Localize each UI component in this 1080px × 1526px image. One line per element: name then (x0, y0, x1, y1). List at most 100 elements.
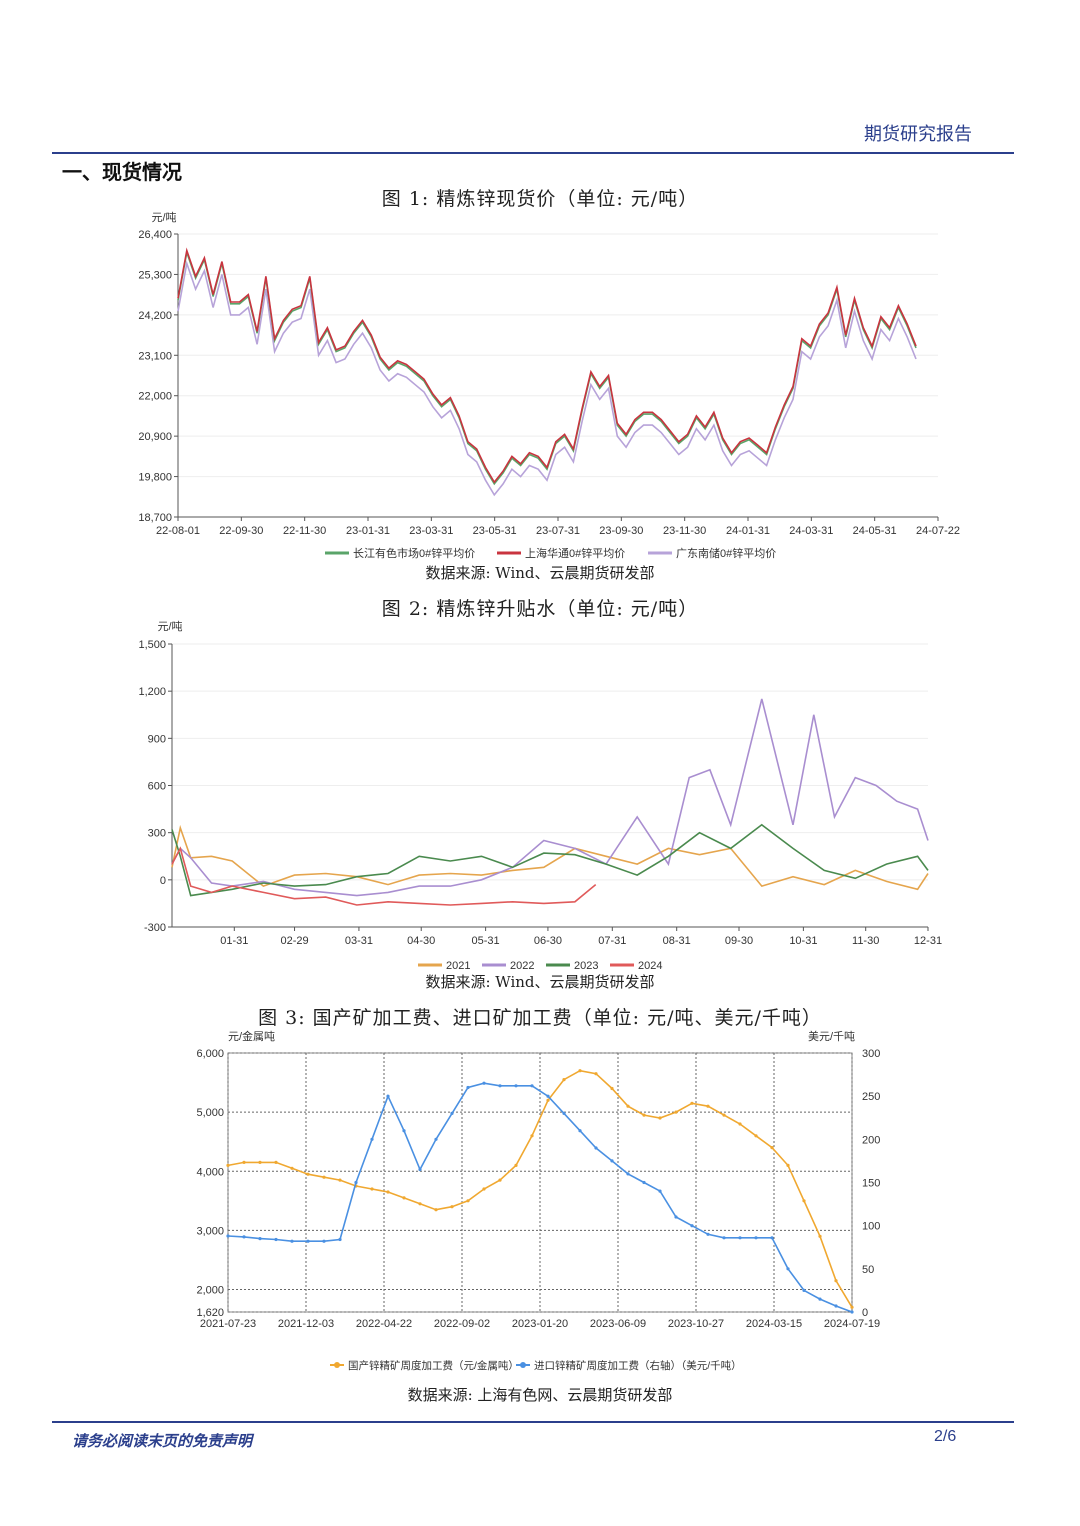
series-point (578, 1129, 582, 1133)
series-point (546, 1098, 550, 1102)
y-tick-label: 18,700 (138, 512, 172, 524)
series-point (402, 1196, 406, 1200)
section-title: 一、现货情况 (62, 160, 182, 184)
x-tick-label: 24-03-31 (789, 525, 833, 537)
series-point (642, 1180, 646, 1185)
series-point (322, 1175, 326, 1179)
series-point (530, 1134, 534, 1138)
y-axis-unit: 元/吨 (157, 620, 182, 633)
x-tick-label: 22-09-30 (219, 525, 263, 537)
figure-1-caption: 图 1: 精炼锌现货价（单位: 元/吨） (381, 188, 699, 210)
series-point (594, 1072, 598, 1076)
series-point (818, 1234, 822, 1238)
x-tick-label: 23-01-31 (346, 525, 390, 537)
x-tick-label: 24-05-31 (853, 525, 897, 537)
x-tick-label: 02-29 (280, 935, 308, 947)
legend-label: 国产锌精矿周度加工费（元/金属吨） (348, 1359, 519, 1372)
y-tick-label: 25,300 (138, 269, 172, 281)
y-tick-label: 600 (148, 781, 166, 793)
y-right-tick-label: 150 (862, 1178, 880, 1190)
series-point (466, 1085, 470, 1090)
x-tick-label: 2023-01-20 (512, 1318, 568, 1330)
series-point (242, 1235, 246, 1239)
series-point (434, 1208, 438, 1212)
y-right-tick-label: 200 (862, 1134, 880, 1146)
legend-label: 长江有色市场0#锌平均价 (353, 546, 475, 560)
series-point (370, 1137, 374, 1141)
series-point (450, 1111, 454, 1115)
series-point (258, 1160, 262, 1164)
legend-label: 上海华通0#锌平均价 (525, 546, 625, 560)
series-point (786, 1163, 790, 1167)
series-point (482, 1081, 486, 1085)
series-point (274, 1237, 278, 1242)
series-point (594, 1146, 598, 1150)
y-right-tick-label: 250 (862, 1091, 880, 1103)
y-tick-label: 24,200 (138, 310, 172, 322)
y-left-unit: 元/金属吨 (228, 1029, 275, 1043)
series-point (306, 1172, 310, 1176)
y-left-tick-label: 2,000 (196, 1285, 224, 1297)
legend-label: 广东南储0#锌平均价 (676, 546, 776, 560)
series-point (674, 1110, 678, 1114)
series-point (226, 1234, 230, 1238)
series-line-2024 (171, 846, 597, 906)
legend-marker (334, 1362, 340, 1368)
x-tick-label: 04-30 (407, 935, 435, 947)
series-point (370, 1187, 374, 1191)
y-right-tick-label: 100 (862, 1221, 880, 1233)
legend-label: 2023 (574, 960, 598, 971)
y-tick-label: 0 (160, 875, 166, 887)
x-tick-label: 23-11-30 (663, 525, 706, 537)
x-tick-label: 23-09-30 (599, 525, 643, 537)
series-point (290, 1166, 294, 1170)
x-tick-label: 22-11-30 (283, 525, 326, 537)
y-left-tick-label: 5,000 (196, 1107, 224, 1119)
x-tick-label: 2021-07-23 (200, 1318, 256, 1330)
series-point (546, 1094, 550, 1098)
y-left-tick-label: 6,000 (196, 1048, 224, 1060)
series-point (338, 1178, 342, 1182)
series-point (642, 1113, 646, 1117)
series-point (418, 1167, 422, 1172)
series-line-2022 (171, 698, 929, 897)
chart-premium-discount: 元/吨 -300 0 300 600 900 1,200 1,500 01-31 02-29 03-… (138, 620, 942, 971)
x-tick-label: 22-08-01 (156, 525, 200, 537)
y-right-tick-label: 50 (862, 1264, 874, 1276)
series-point (770, 1146, 774, 1150)
series-line-2021 (171, 824, 929, 891)
series-point (322, 1239, 326, 1243)
y-right-tick-label: 300 (862, 1048, 880, 1060)
series-point (482, 1187, 486, 1191)
x-tick-label: 2022-09-02 (434, 1318, 490, 1330)
header-rule (52, 152, 1014, 154)
series-line-1 (227, 1082, 853, 1313)
series-point (578, 1069, 582, 1073)
x-tick-label: 23-05-31 (473, 525, 517, 537)
chart-processing-fee: 元/金属吨 美元/千吨 1,620 2,000 3,000 4,000 5,000 6,000… (196, 1029, 880, 1372)
x-tick-label: 23-07-31 (536, 525, 580, 537)
chart-spot-price: 元/吨 18,700 19,800 20,900 22,000 23,100 24,200 2… (138, 211, 960, 560)
series-point (802, 1288, 806, 1292)
x-tick-label: 12-31 (914, 935, 942, 947)
legend-marker (520, 1362, 526, 1368)
y-tick-label: 300 (148, 828, 166, 840)
series-point (306, 1239, 310, 1243)
series-point (834, 1279, 838, 1283)
x-tick-label: 09-30 (725, 935, 753, 947)
figure-2-caption: 图 2: 精炼锌升贴水（单位: 元/吨） (381, 598, 699, 620)
y-tick-label: 20,900 (138, 431, 172, 443)
y-tick-label: 22,000 (138, 391, 172, 403)
figure-2-source: 数据来源: Wind、云晨期货研发部 (425, 973, 655, 991)
legend-label: 2021 (446, 960, 470, 971)
y-tick-label: 900 (148, 733, 166, 745)
series-point (706, 1104, 710, 1108)
x-tick-label: 2021-12-03 (278, 1318, 334, 1330)
series-point (530, 1084, 534, 1088)
series-point (658, 1189, 662, 1193)
y-left-tick-label: 3,000 (196, 1225, 224, 1237)
page-number: 2/6 (934, 1428, 957, 1445)
x-tick-label: 03-31 (345, 935, 373, 947)
series-point (626, 1172, 630, 1176)
y-left-tick-label: 4,000 (196, 1166, 224, 1178)
